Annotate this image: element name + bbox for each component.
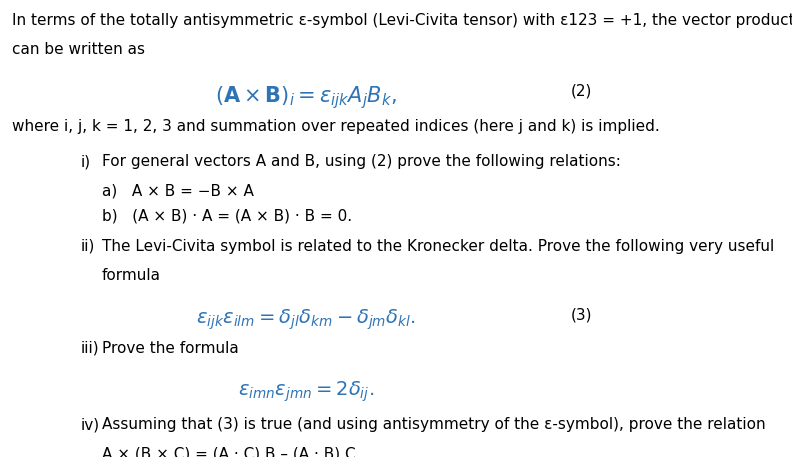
Text: b)   (A × B) · A = (A × B) · B = 0.: b) (A × B) · A = (A × B) · B = 0. <box>102 208 352 223</box>
Text: iii): iii) <box>81 340 99 356</box>
Text: The Levi-Civita symbol is related to the Kronecker delta. Prove the following ve: The Levi-Civita symbol is related to the… <box>102 239 775 254</box>
Text: can be written as: can be written as <box>13 42 146 57</box>
Text: formula: formula <box>102 268 161 283</box>
Text: For general vectors A and B, using (2) prove the following relations:: For general vectors A and B, using (2) p… <box>102 154 621 170</box>
Text: (3): (3) <box>571 308 592 323</box>
Text: $\epsilon_{ijk}\epsilon_{ilm} = \delta_{jl}\delta_{km} - \delta_{jm}\delta_{kl}.: $\epsilon_{ijk}\epsilon_{ilm} = \delta_{… <box>196 308 416 332</box>
Text: (2): (2) <box>571 84 592 99</box>
Text: A × (B × C) = (A · C) B – (A · B) C: A × (B × C) = (A · C) B – (A · B) C <box>102 446 356 457</box>
Text: iv): iv) <box>81 417 100 432</box>
Text: i): i) <box>81 154 91 170</box>
Text: Assuming that (3) is true (and using antisymmetry of the ε-symbol), prove the re: Assuming that (3) is true (and using ant… <box>102 417 766 432</box>
Text: Prove the formula: Prove the formula <box>102 340 238 356</box>
Text: a)   A × B = −B × A: a) A × B = −B × A <box>102 183 253 198</box>
Text: ii): ii) <box>81 239 95 254</box>
Text: $(\mathbf{A} \times \mathbf{B})_i = \epsilon_{ijk}A_jB_k,$: $(\mathbf{A} \times \mathbf{B})_i = \eps… <box>215 84 397 111</box>
Text: where i, j, k = 1, 2, 3 and summation over repeated indices (here j and k) is im: where i, j, k = 1, 2, 3 and summation ov… <box>13 119 660 134</box>
Text: In terms of the totally antisymmetric ε-symbol (Levi-Civita tensor) with ε123 = : In terms of the totally antisymmetric ε-… <box>13 13 792 28</box>
Text: $\epsilon_{imn}\epsilon_{jmn} = 2\delta_{ij}.$: $\epsilon_{imn}\epsilon_{jmn} = 2\delta_… <box>238 379 374 404</box>
